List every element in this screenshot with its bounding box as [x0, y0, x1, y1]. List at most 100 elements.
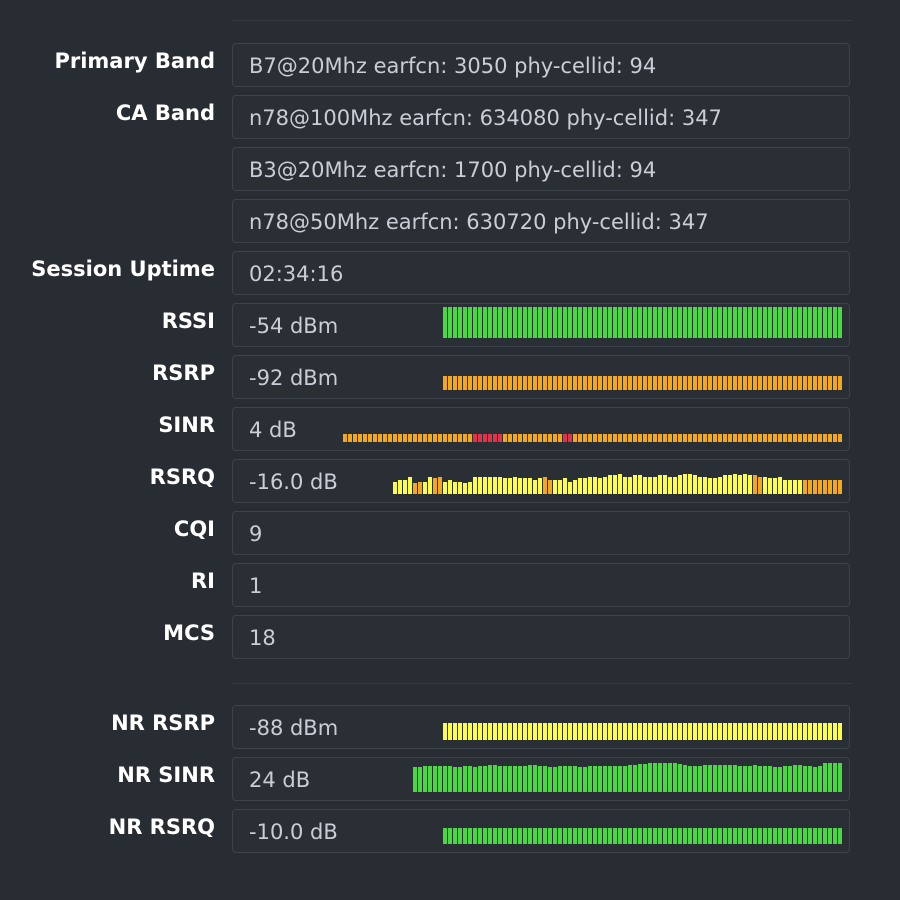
- sinr-history-bar: [483, 434, 487, 442]
- sinr-history-bar: [773, 434, 777, 442]
- nr-section-divider: [232, 683, 852, 684]
- rsrq-history-bar: [403, 480, 407, 494]
- sinr-history-bar: [428, 434, 432, 442]
- nr-rsrq-history-bar: [693, 828, 697, 844]
- sinr-history-bar: [378, 434, 382, 442]
- sinr-history-bar: [808, 434, 812, 442]
- rsrq-history-bar: [693, 475, 697, 494]
- nr-rsrq-history-bar: [603, 828, 607, 844]
- sinr-history-bar: [688, 434, 692, 442]
- nr-rsrp-history-bar: [473, 723, 477, 740]
- rssi-history-bar: [833, 307, 837, 338]
- nr-sinr-label: NR SINR: [117, 763, 215, 787]
- rsrq-history-bar: [653, 477, 657, 494]
- rsrq-history-bar: [763, 477, 767, 494]
- rssi-history-bar: [623, 307, 627, 338]
- rsrp-history-bar: [498, 376, 502, 390]
- rsrp-history-bar: [453, 376, 457, 390]
- nr-sinr-history-bar: [568, 766, 572, 792]
- nr-sinr-history-bar: [838, 763, 842, 792]
- sinr-history-bar: [493, 434, 497, 442]
- nr-rsrp-history-bar: [608, 723, 612, 740]
- sinr-history-bar: [613, 434, 617, 442]
- nr-sinr-history-bar: [713, 765, 717, 792]
- mcs-label: MCS: [163, 621, 215, 645]
- rsrp-history-bar: [758, 376, 762, 390]
- rsrq-history-bar: [433, 478, 437, 494]
- nr-sinr-history-bar: [708, 765, 712, 792]
- rsrp-history-bar: [798, 376, 802, 390]
- nr-sinr-history-bar: [628, 765, 632, 792]
- sinr-history-bar: [473, 434, 477, 442]
- nr-sinr-history-bar: [788, 766, 792, 792]
- nr-rsrp-history-bar: [488, 723, 492, 740]
- nr-rsrp-history-bar: [503, 723, 507, 740]
- rssi-history-bar: [783, 307, 787, 338]
- rsrp-history-bar: [473, 376, 477, 390]
- sinr-history-bar: [368, 434, 372, 442]
- rsrq-history-bar: [788, 480, 792, 494]
- sinr-history-bar: [578, 434, 582, 442]
- rssi-history-bar: [653, 307, 657, 338]
- rsrp-history-bar: [508, 376, 512, 390]
- rsrp-history-bar: [513, 376, 517, 390]
- nr-sinr-value: 24 dB: [249, 768, 311, 792]
- rssi-label: RSSI: [161, 309, 215, 333]
- nr-rsrq-history-bar: [823, 828, 827, 844]
- nr-sinr-history-bar: [523, 766, 527, 792]
- rsrq-history-bar: [418, 482, 422, 494]
- rsrq-history-bar: [718, 477, 722, 494]
- rssi-history-bar: [513, 307, 517, 338]
- nr-rsrq-history-bar: [713, 828, 717, 844]
- rsrq-history-bar: [408, 477, 412, 494]
- nr-rsrp-history-bar: [578, 723, 582, 740]
- sinr-history-bar: [708, 434, 712, 442]
- nr-sinr-history-bar: [583, 767, 587, 792]
- rssi-history-bar: [538, 307, 542, 338]
- nr-sinr-history-bar: [538, 766, 542, 792]
- rsrp-history-bar: [528, 376, 532, 390]
- rssi-history-bar: [518, 307, 522, 338]
- nr-rsrq-history-bar: [673, 828, 677, 844]
- rssi-history-bar: [663, 307, 667, 338]
- sinr-history-bar: [583, 434, 587, 442]
- nr-sinr-history-bar: [668, 763, 672, 792]
- nr-rsrq-history-bar: [503, 828, 507, 844]
- rsrp-history-bar: [728, 376, 732, 390]
- nr-rsrp-history-bar: [723, 723, 727, 740]
- rsrq-history-bar: [393, 482, 397, 494]
- rsrq-history-bar: [748, 475, 752, 494]
- rssi-history-bar: [773, 307, 777, 338]
- mcs-value: 18: [249, 626, 276, 650]
- rsrp-field: -92 dBm: [232, 355, 850, 399]
- nr-rsrq-history-bar: [518, 828, 522, 844]
- sinr-history-bar: [728, 434, 732, 442]
- nr-rsrp-label: NR RSRP: [111, 711, 215, 735]
- rsrq-history-bar: [513, 477, 517, 494]
- rsrq-history-bar: [553, 480, 557, 494]
- nr-sinr-history-bar: [723, 765, 727, 792]
- rssi-history-bar: [793, 307, 797, 338]
- nr-rsrp-history-bar: [628, 723, 632, 740]
- nr-rsrp-history-bar: [463, 723, 467, 740]
- sinr-history-bar: [553, 434, 557, 442]
- sinr-history-bar: [703, 434, 707, 442]
- nr-rsrp-history-bar: [553, 723, 557, 740]
- nr-sinr-history-bar: [733, 765, 737, 792]
- rsrq-history-chart: [393, 465, 842, 494]
- sinr-history-bar: [813, 434, 817, 442]
- rsrq-history-bar: [658, 475, 662, 494]
- rsrq-history-bar: [458, 482, 462, 494]
- ca-band-1-field: n78@100Mhz earfcn: 634080 phy-cellid: 34…: [232, 95, 850, 139]
- rsrp-history-bar: [768, 376, 772, 390]
- nr-sinr-history-bar: [653, 763, 657, 792]
- rsrp-history-bar: [808, 376, 812, 390]
- rsrp-history-bar: [533, 376, 537, 390]
- rsrq-history-bar: [583, 478, 587, 494]
- rsrp-label: RSRP: [152, 361, 215, 385]
- rssi-history-bar: [643, 307, 647, 338]
- nr-rsrq-history-bar: [743, 828, 747, 844]
- rsrq-history-bar: [603, 477, 607, 494]
- sinr-history-bar: [478, 434, 482, 442]
- rsrq-history-bar: [723, 475, 727, 494]
